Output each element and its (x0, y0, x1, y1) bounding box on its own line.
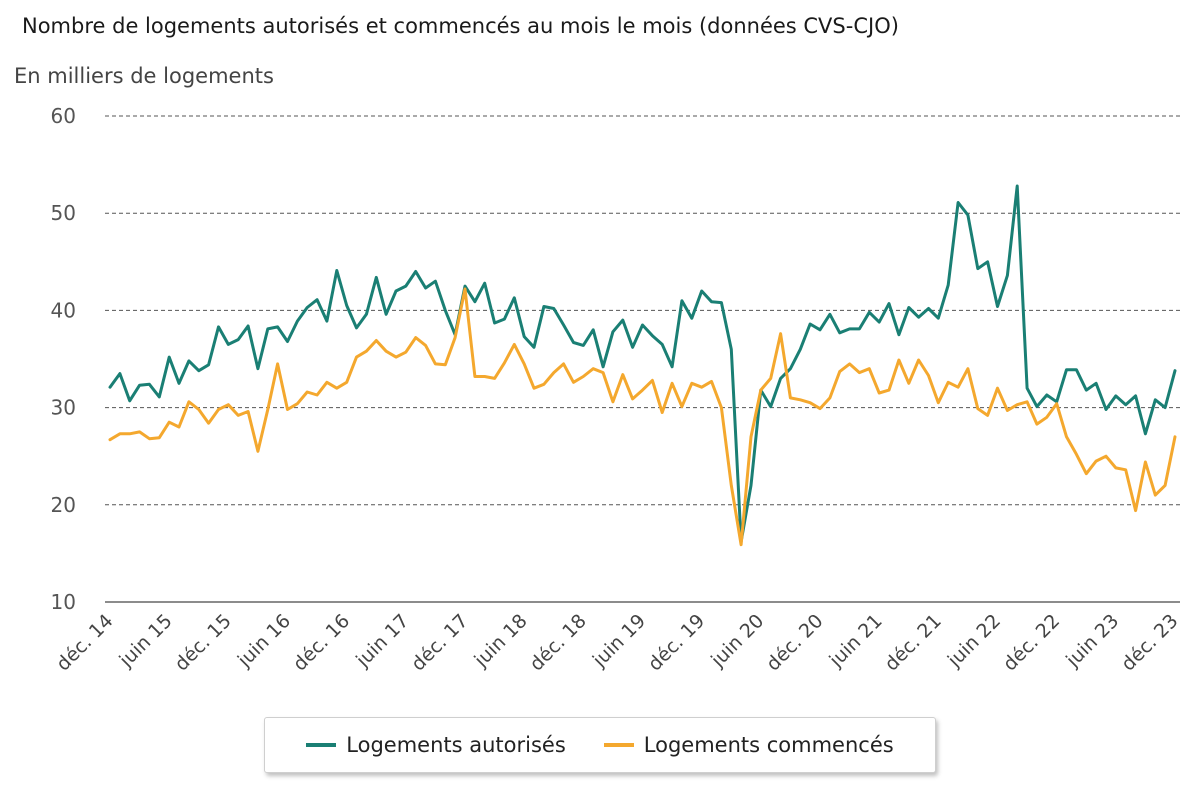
legend: Logements autorisés Logements commencés (264, 717, 936, 773)
x-tick-label: déc. 19 (644, 610, 709, 675)
legend-item-commences[interactable]: Logements commencés (603, 733, 894, 757)
series-lines (108, 184, 1177, 547)
x-tick-label: juin 15 (115, 610, 177, 672)
legend-item-autorises[interactable]: Logements autorisés (306, 733, 566, 757)
y-tick-label: 60 (51, 104, 76, 128)
x-tick-label: juin 19 (588, 610, 650, 672)
x-tick-label: déc. 20 (762, 610, 827, 675)
x-tick-label: juin 20 (706, 610, 768, 672)
x-tick-label: déc. 15 (170, 610, 235, 675)
x-tick-label: juin 17 (351, 610, 413, 672)
x-tick-label: déc. 18 (525, 610, 590, 675)
y-tick-label: 40 (51, 298, 76, 322)
x-tick-label: juin 18 (470, 610, 532, 672)
legend-swatch-commences (603, 743, 634, 747)
y-tick-label: 50 (51, 201, 76, 225)
legend-swatch-autorises (306, 743, 337, 747)
x-tick-label: juin 21 (825, 610, 887, 672)
y-axis-label: En milliers de logements (14, 64, 274, 88)
y-tick-label: 10 (51, 590, 76, 614)
series-line-autorises (108, 184, 1177, 544)
x-tick-label: juin 23 (1061, 610, 1123, 672)
x-tick-label: déc. 23 (1117, 610, 1182, 675)
x-tick-label: déc. 22 (999, 610, 1064, 675)
x-tick-label: déc. 17 (407, 610, 472, 675)
x-tick-label: déc. 16 (289, 610, 354, 675)
legend-label-commences: Logements commencés (643, 733, 894, 757)
legend-label-autorises: Logements autorisés (346, 733, 566, 757)
x-tick-label: juin 16 (233, 610, 295, 672)
x-tick-label: déc. 21 (880, 610, 945, 675)
x-tick-label: déc. 14 (52, 610, 117, 675)
series-line-commences (108, 287, 1177, 547)
gridlines (105, 115, 1180, 603)
y-tick-label: 20 (51, 493, 76, 517)
x-tick-label: juin 22 (943, 610, 1005, 672)
y-tick-label: 30 (51, 396, 76, 420)
y-axis-ticks: 10 20 30 40 50 60 (51, 104, 76, 614)
chart-title: Nombre de logements autorisés et commenc… (22, 14, 899, 38)
